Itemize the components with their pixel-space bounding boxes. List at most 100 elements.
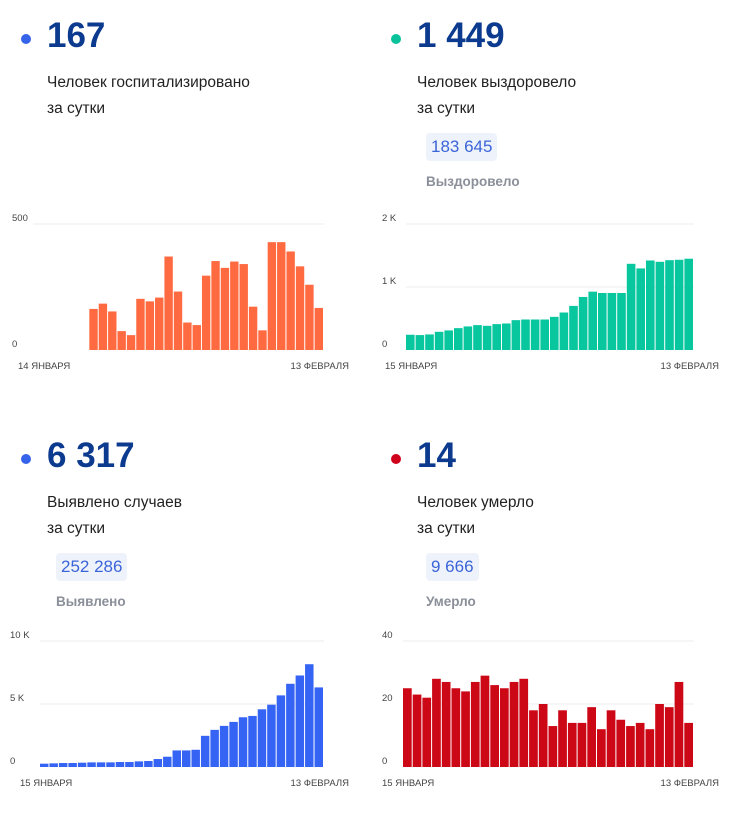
bar <box>530 319 540 350</box>
bar <box>305 664 314 767</box>
bar <box>96 762 106 767</box>
bar <box>257 709 267 767</box>
bar <box>77 762 87 767</box>
y-tick-label: 1 K <box>382 276 397 287</box>
deaths-label: Человек умерло за сутки <box>417 490 717 542</box>
bullet-dot-icon <box>21 454 31 464</box>
bar <box>229 721 238 767</box>
bar <box>183 322 192 350</box>
bar <box>144 761 153 767</box>
bar <box>502 323 511 350</box>
bar <box>210 729 219 767</box>
bar <box>155 297 164 350</box>
bar <box>220 267 230 350</box>
bar <box>173 291 183 350</box>
x-end-label: 13 ФЕВРАЛЯ <box>291 778 350 789</box>
bar <box>239 264 248 350</box>
y-tick-label: 2 K <box>382 213 397 224</box>
bar <box>314 687 323 767</box>
bar <box>626 726 635 767</box>
bar <box>248 715 257 767</box>
bar <box>645 729 655 767</box>
bar <box>286 251 295 350</box>
bar <box>587 707 596 767</box>
bar <box>286 683 295 767</box>
bar <box>616 719 626 767</box>
bar <box>665 260 674 350</box>
bar <box>182 750 191 767</box>
bar <box>548 726 558 767</box>
bar <box>635 722 645 767</box>
recovered-total-label: Выздоровело <box>426 174 520 189</box>
bar <box>636 268 645 350</box>
x-end-label: 13 ФЕВРАЛЯ <box>661 778 720 789</box>
bar <box>684 722 693 767</box>
deaths-panel: 14 Человек умерло за сутки 9 666 Умерло … <box>370 420 730 820</box>
bullet-dot-icon <box>391 34 401 44</box>
recovered-total-badge: 183 645 <box>426 133 498 161</box>
bar <box>664 707 674 767</box>
bar <box>569 305 578 350</box>
bar <box>58 763 68 767</box>
bullet-dot-icon <box>391 454 401 464</box>
bar <box>191 749 200 767</box>
y-tick-label: 20 <box>382 693 393 704</box>
deaths-value: 14 <box>417 436 456 475</box>
cases-label: Выявлено случаев за сутки <box>47 490 347 542</box>
bar <box>607 292 617 350</box>
bar <box>276 695 286 767</box>
bar <box>509 681 519 767</box>
bar <box>444 330 453 350</box>
hospitalized-label: Человек госпитализировано за сутки <box>47 70 347 122</box>
bar <box>538 704 548 767</box>
bar <box>473 325 482 350</box>
bar <box>463 326 473 350</box>
bar <box>425 334 434 350</box>
label-line: за сутки <box>47 100 106 117</box>
bar <box>441 681 451 767</box>
bar <box>201 275 211 350</box>
y-tick-label: 0 <box>382 756 387 767</box>
bar <box>454 328 463 350</box>
label-line: Человек госпитализировано <box>47 74 250 91</box>
bar <box>164 256 173 350</box>
bar <box>598 292 607 350</box>
bar <box>115 762 125 767</box>
y-tick-label: 0 <box>12 339 17 350</box>
bar <box>153 759 163 767</box>
cases-value: 6 317 <box>47 436 135 475</box>
bar <box>403 688 412 767</box>
bar <box>519 678 529 767</box>
bar <box>490 685 499 767</box>
y-tick-label: 500 <box>12 213 28 224</box>
bar <box>606 710 616 767</box>
deaths-total-badge: 9 666 <box>426 553 479 581</box>
bar <box>106 762 115 767</box>
bar <box>655 261 665 350</box>
label-line: Человек умерло <box>417 494 534 511</box>
bar <box>597 729 606 767</box>
label-line: за сутки <box>417 100 476 117</box>
bar <box>422 697 432 767</box>
bar <box>277 242 286 350</box>
bullet-dot-icon <box>21 34 31 44</box>
bar <box>108 311 117 350</box>
bar <box>40 763 49 767</box>
bar <box>578 296 588 350</box>
bar <box>674 259 684 350</box>
bar <box>500 688 509 767</box>
bar <box>230 261 239 350</box>
y-tick-label: 5 K <box>10 693 25 704</box>
cases-panel: 6 317 Выявлено случаев за сутки 252 286 … <box>0 420 360 820</box>
bar <box>172 750 181 767</box>
bar <box>470 681 480 767</box>
bar <box>87 762 96 767</box>
bar <box>267 242 277 350</box>
y-tick-label: 10 K <box>10 630 30 641</box>
cases-chart: 0 5 K 10 K 15 ЯНВАРЯ 13 ФЕВРАЛЯ <box>10 630 350 789</box>
bar <box>432 678 441 767</box>
recovered-chart: 0 1 K 2 K 15 ЯНВАРЯ 13 ФЕВРАЛЯ <box>382 213 719 372</box>
x-end-label: 13 ФЕВРАЛЯ <box>291 361 350 372</box>
bar <box>588 291 597 350</box>
hospitalized-chart: 0 500 14 ЯНВАРЯ 13 ФЕВРАЛЯ <box>12 213 350 372</box>
